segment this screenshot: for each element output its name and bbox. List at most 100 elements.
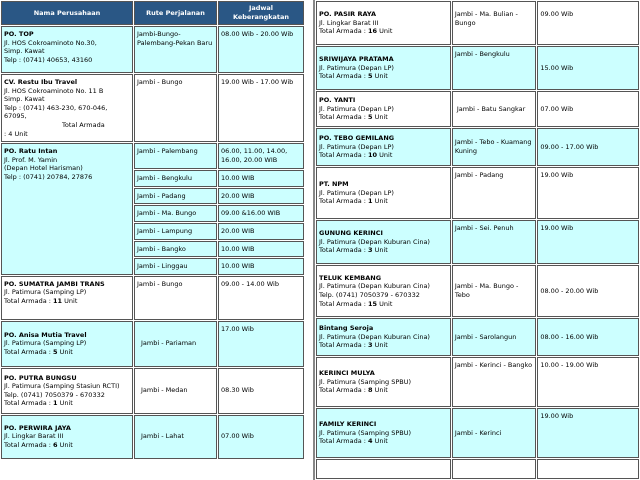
company-cell: PO. Anisa Mutia Travel Jl. Patimura (Sam… [1, 320, 133, 367]
table-row: GUNUNG KERINCI Jl. Patimura (Depan Kubur… [316, 220, 639, 264]
fleet-unit: Unit [379, 151, 393, 160]
fleet-unit: Unit [374, 386, 388, 395]
company-address: Jl. HOS Cokroaminoto No.30, [4, 38, 97, 47]
schedule-cell: 07.00 Wib [537, 91, 639, 127]
fleet-unit: Unit [59, 348, 73, 357]
fleet-count: 6 [53, 441, 58, 450]
company-name: PO. SUMATRA JAMBI TRANS [4, 279, 105, 288]
company-address: Jl. Patimura (Depan LP) [319, 188, 394, 197]
table-row: PO. Anisa Mutia Travel Jl. Patimura (Sam… [1, 320, 304, 367]
table-row: Jambi - Linggau 10.00 WIB [1, 258, 304, 275]
fleet-line: Total Armada : 4 Unit [319, 437, 448, 446]
scroll-divider [313, 0, 315, 480]
fleet-count: 5 [368, 72, 373, 81]
company-cell: TELUK KEMBANG Jl. Patimura (Depan Kubura… [316, 265, 451, 317]
company-name: PO. TEBO GEMILANG [319, 134, 395, 143]
table-row: PT. NPM Jl. Patimura (Depan LP) Total Ar… [316, 167, 639, 219]
fleet-line: Total Armada : 5 Unit [319, 72, 448, 81]
fleet-label: Total Armada : [319, 437, 366, 446]
fleet-count: 1 [53, 399, 58, 408]
table-row: PO. TOP Jl. HOS Cokroaminoto No.30, Simp… [1, 26, 304, 73]
fleet-unit: Unit [64, 296, 78, 305]
table-row: PO. PERWIRA JAYA Jl. Lingkar Barat III T… [1, 414, 304, 459]
fleet-count: 16 [368, 27, 378, 36]
schedule-cell: 20.00 WIB [218, 187, 304, 205]
schedule-cell: 19.00 Wib [537, 408, 639, 458]
route-cell: Jambi - Tebo - Kuamang Kuning [451, 128, 537, 166]
schedule-table-left: Nama Perusahaan Rute Perjalanan Jadwal K… [0, 0, 304, 460]
company-address: (Depan Hotel Harisman) [4, 164, 83, 173]
header-route: Rute Perjalanan [134, 1, 217, 25]
company-cell: PO. SUMATRA JAMBI TRANS Jl. Patimura (Sa… [1, 275, 133, 320]
company-cell: PO. PERWIRA JAYA Jl. Lingkar Barat III T… [1, 414, 133, 459]
schedule-cell: 15.00 Wib [537, 46, 639, 90]
route-cell: Jambi - Medan [134, 367, 217, 414]
table-row: PO. TEBO GEMILANG Jl. Patimura (Depan LP… [316, 128, 639, 166]
fleet-line: Total Armada : 6 Unit [4, 441, 130, 450]
fleet-unit: Unit [374, 437, 388, 446]
table-row: PO. SUMATRA JAMBI TRANS Jl. Patimura (Sa… [1, 275, 304, 320]
route-cell: Jambi - Bungo [134, 275, 217, 320]
route-cell: Jambi - Sei. Penuh [451, 220, 537, 264]
table-row: FAMILY KERINCI Jl. Patimura (Samping SPB… [316, 408, 639, 458]
schedule-cell: 08.00 - 20.00 Wib [537, 265, 639, 317]
fleet-label: Total Armada : [319, 341, 366, 350]
company-cell: PO. PUTRA BUNGSU Jl. Patimura (Samping S… [1, 367, 133, 414]
fleet-label: Total Armada : [4, 348, 51, 357]
fleet-count: 3 [368, 341, 373, 350]
company-address: Jl. Patimura (Samping SPBU) [319, 428, 412, 437]
schedule-cell: 09.00 Wib [537, 1, 639, 45]
company-address: Jl. Patimura (Depan LP) [319, 142, 394, 151]
route-cell: Jambi - Sarolangun [451, 318, 537, 356]
company-address: Jl. Patimura (Samping LP) [4, 288, 87, 297]
route-cell: Jambi - Bungo [134, 74, 217, 143]
fleet-line: Total Armada : 1 Unit [319, 197, 448, 206]
company-address: Jl. Lingkar Barat III [4, 432, 64, 441]
header-company: Nama Perusahaan [1, 1, 133, 25]
fleet-line: Total Armada : 15 Unit [319, 300, 448, 309]
company-phone: Telp. (0741) 7050379 - 670332 [4, 390, 105, 399]
schedule-cell: 10.00 WIB [218, 240, 304, 258]
company-cell: PT. NPM Jl. Patimura (Depan LP) Total Ar… [316, 167, 451, 219]
company-cell: PO. Ratu Intan Jl. Prof. M. Yamin (Depan… [1, 143, 133, 275]
company-name: PO. YANTI [319, 96, 356, 105]
company-address: Simp. Kawat [4, 47, 45, 56]
table-row: Jambi - Bengkulu 10.00 WIB [1, 170, 304, 187]
fleet-count: 4 [368, 437, 373, 446]
fleet-label: Total Armada : [319, 197, 366, 206]
fleet-unit: Unit [374, 246, 388, 255]
schedule-cell: 09.00 &16.00 WIB [218, 205, 304, 222]
table-row: TELUK KEMBANG Jl. Patimura (Depan Kubura… [316, 265, 639, 317]
schedule-cell: 10.00 - 19.00 Wib [537, 357, 639, 407]
route-cell: Jambi - Kerinci - Bangko [451, 357, 537, 407]
company-address: Jl. Patimura (Samping Stasiun RCTI) [4, 382, 120, 391]
fleet-line: Total Armada : 1 Unit [4, 399, 130, 408]
header-row: Nama Perusahaan Rute Perjalanan Jadwal K… [1, 1, 304, 25]
schedule-cell: 07.00 Wib [218, 414, 304, 459]
fleet-line: Total Armada : 3 Unit [319, 341, 448, 350]
table-row: Jambi - Ma. Bungo 09.00 &16.00 WIB [1, 205, 304, 222]
table-row: PO. PASIR RAYA Jl. Lingkar Barat III Tot… [316, 1, 639, 45]
schedule-cell: 09.00 - 17.00 Wib [537, 128, 639, 166]
company-phone: Telp : (0741) 20784, 27876 [4, 172, 93, 181]
company-name: Bintang Seroja [319, 324, 374, 333]
table-row: PO. Ratu Intan Jl. Prof. M. Yamin (Depan… [1, 143, 304, 275]
route-cell: Jambi - Palembang [134, 143, 217, 170]
company-name: PO. Ratu Intan [4, 147, 58, 156]
schedule-cell: 09.00 - 14.00 Wib [218, 275, 304, 320]
fleet-label: Total Armada : [319, 299, 366, 308]
table-row: Jambi - Padang 20.00 WIB [1, 187, 304, 205]
route-cell: Jambi - Bengkulu [134, 170, 217, 187]
table-row: CV. Restu Ibu Travel Jl. HOS Cokroaminot… [1, 74, 304, 143]
company-name: PO. PERWIRA JAYA [4, 423, 71, 432]
company-cell [316, 459, 451, 479]
company-name: CV. Restu Ibu Travel [4, 78, 78, 86]
table-row: PO. YANTI Jl. Patimura (Depan LP) Total … [316, 91, 639, 127]
fleet-label: Total Armada : [319, 151, 366, 160]
route-cell: Jambi - Lahat [134, 414, 217, 459]
fleet-count: 15 [368, 299, 378, 308]
company-address: Jl. HOS Cokroaminoto No. 11 B [4, 86, 104, 95]
route-cell: Jambi - Padang [451, 167, 537, 219]
company-name: PT. NPM [319, 180, 349, 189]
fleet-label: Total Armada : [4, 296, 51, 305]
